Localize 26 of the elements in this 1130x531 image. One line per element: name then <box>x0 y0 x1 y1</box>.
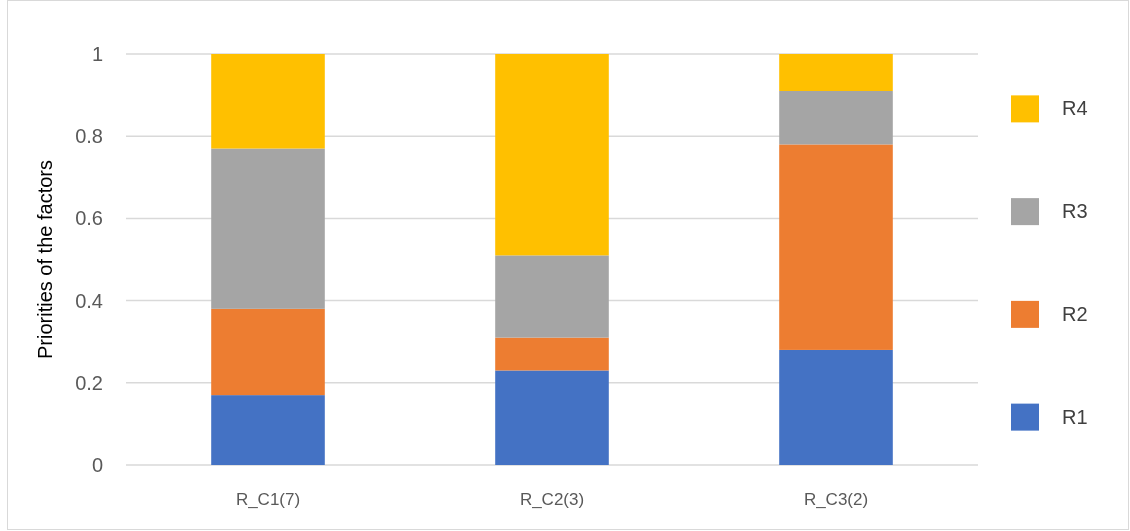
bar <box>495 337 609 371</box>
legend-label: R1 <box>1062 405 1088 428</box>
y-tick-label: 1 <box>91 43 103 65</box>
y-tick-label: 0 <box>91 454 103 476</box>
y-tick-label: 0.4 <box>75 289 103 312</box>
legend-label: R3 <box>1062 200 1088 223</box>
x-tick-label: R_C1(7) <box>235 489 301 509</box>
bar <box>211 54 325 149</box>
bar <box>211 308 325 396</box>
bar <box>779 144 893 350</box>
bar <box>211 148 325 309</box>
y-tick-label: 0.8 <box>75 125 103 148</box>
bar <box>211 395 325 465</box>
y-tick-label: 0.2 <box>75 371 103 394</box>
bar <box>495 370 609 465</box>
bar <box>779 90 893 145</box>
bar <box>495 255 609 338</box>
bar <box>495 54 609 256</box>
bar <box>779 54 893 91</box>
y-axis-title: Priorities of the factors <box>34 160 56 359</box>
x-tick-label: R_C3(2) <box>803 489 869 509</box>
bar <box>779 349 893 465</box>
legend-label: R4 <box>1062 97 1088 120</box>
y-tick-label: 0.6 <box>75 207 103 230</box>
x-tick-label: R_C2(3) <box>519 489 585 509</box>
legend-label: R2 <box>1062 302 1088 325</box>
